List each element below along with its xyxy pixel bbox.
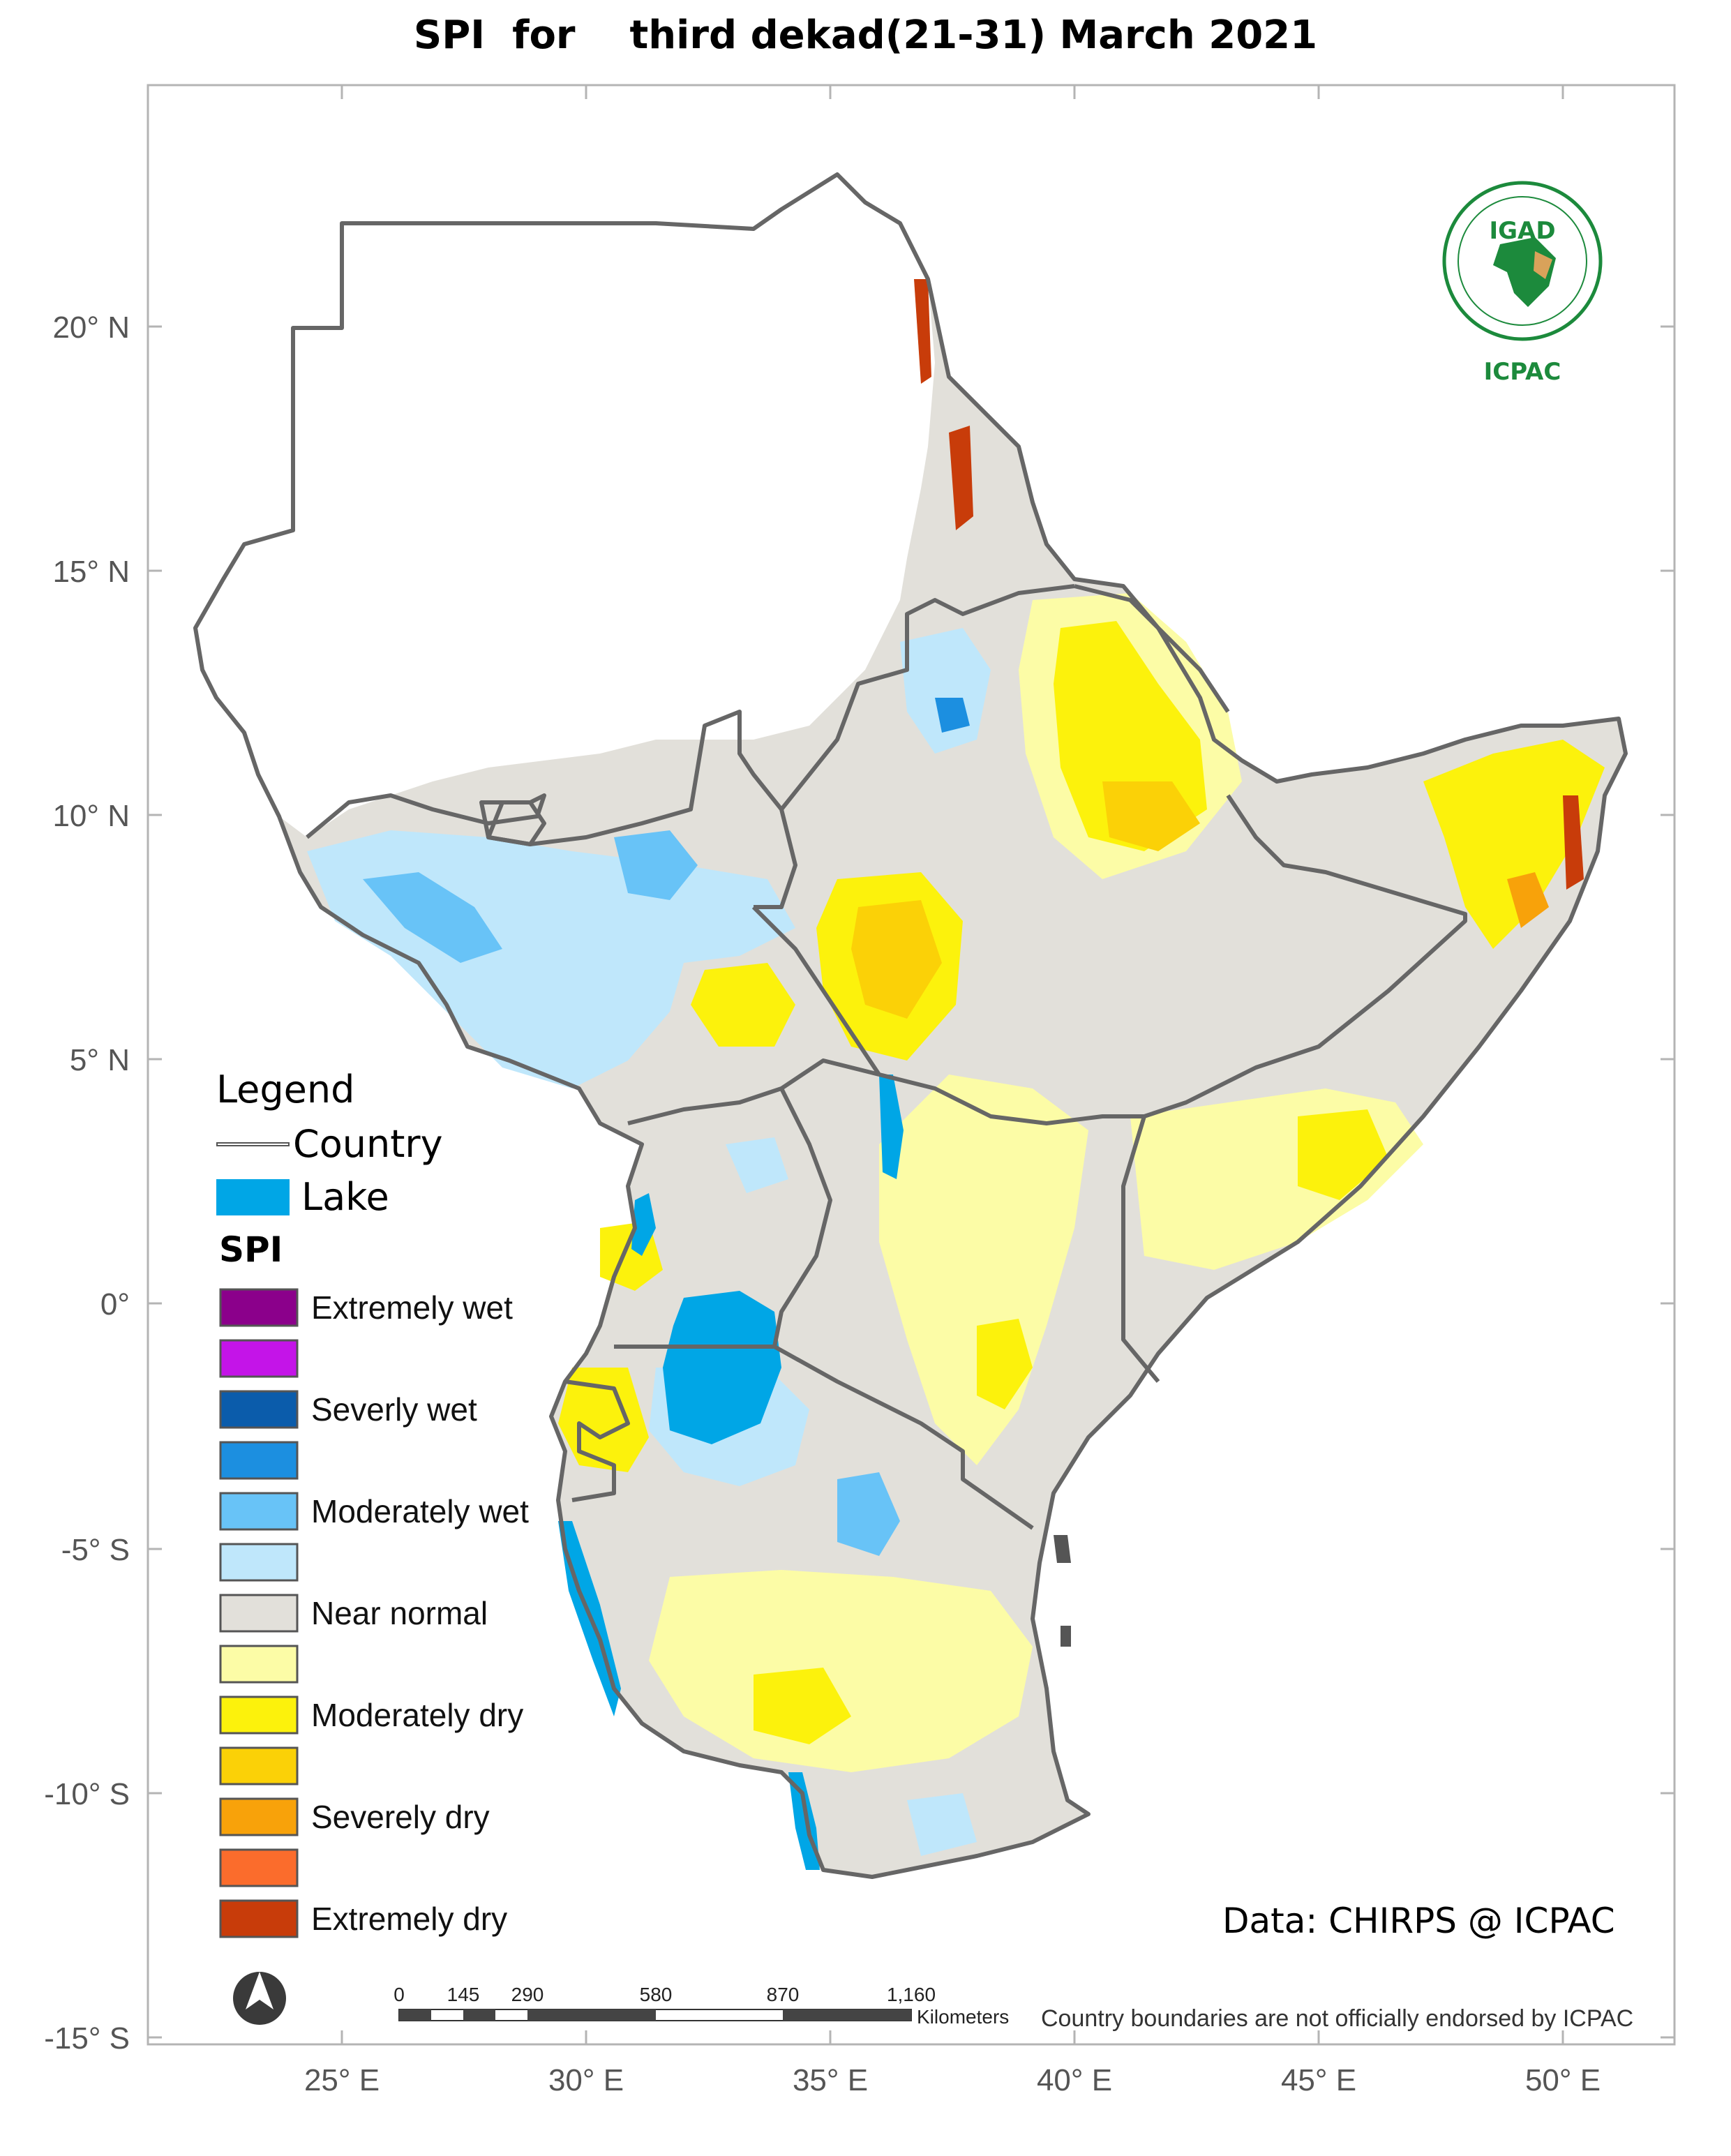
lake-albert: [631, 1193, 656, 1256]
data-credit: Data: CHIRPS @ ICPAC: [1222, 1901, 1615, 1941]
lon-label-25e: 25° E: [304, 2063, 380, 2097]
legend-country-label: Country: [293, 1122, 443, 1166]
legend-classes: Extremely wet Severly wet Moderately wet Ne…: [219, 1288, 529, 1938]
scale-unit: Kilometers: [917, 2006, 1009, 2028]
dry-zone-tanzania-mod: [754, 1668, 851, 1744]
dry-zone-somalia-coast: [1563, 795, 1584, 890]
dry-zone-eritrea: [949, 426, 973, 530]
lat-label-5s: -5° S: [61, 1533, 130, 1567]
legend-lake-swatch: [216, 1179, 290, 1215]
legend-swatch-0: [219, 1288, 299, 1327]
legend-swatch-7: [219, 1645, 299, 1684]
rwanda-burundi-border: [564, 1379, 630, 1502]
lon-label-30e: 30° E: [548, 2063, 624, 2097]
wet-zone-tanzania-mod: [837, 1472, 900, 1556]
legend-swatch-5: [219, 1543, 299, 1582]
wet-zone-south-sudan-mod: [363, 872, 502, 963]
wet-zone-uganda: [726, 1137, 788, 1193]
lat-label-10n: 10° N: [52, 799, 130, 833]
lake-victoria: [663, 1291, 781, 1444]
wet-zone-tanzania-south: [907, 1793, 977, 1856]
dry-zone-tanzania: [649, 1570, 1033, 1772]
map-title: SPI for third dekad(21-31) March 2021: [413, 13, 1318, 58]
scale-tick-1160: 1,160: [887, 1984, 936, 2005]
scale-tick-290: 290: [511, 1984, 544, 2005]
legend-swatch-1: [219, 1339, 299, 1378]
legend-label-2: Severly wet: [311, 1391, 477, 1428]
legend-label-8: Moderately dry: [311, 1697, 523, 1733]
legend-label-10: Severely dry: [311, 1799, 490, 1835]
igad-logo: [1442, 181, 1603, 341]
lon-label-45e: 45° E: [1281, 2063, 1356, 2097]
legend-swatch-11: [219, 1848, 299, 1887]
scale-tick-870: 870: [767, 1984, 800, 2005]
lat-label-0: 0°: [100, 1287, 130, 1322]
lon-label-40e: 40° E: [1037, 2063, 1112, 2097]
lake-tana: [935, 698, 970, 733]
country-boundaries: [193, 172, 1628, 1879]
kenya-tanzania-border: [773, 1345, 1034, 1530]
wet-zone-east: [614, 830, 698, 900]
legend-swatch-6: [219, 1594, 299, 1633]
legend-swatch-2: [219, 1390, 299, 1429]
legend-label-12: Extremely dry: [311, 1901, 507, 1937]
sudan-south-sudan-border: [306, 710, 797, 909]
scale-tick-0: 0: [394, 1984, 405, 2005]
dry-zone-south-sudan-west: [691, 963, 795, 1047]
coast-islands: [1054, 1535, 1071, 1647]
legend-label-0: Extremely wet: [311, 1289, 513, 1326]
legend-swatch-4: [219, 1492, 299, 1531]
arid-zone: [195, 174, 935, 837]
dry-zone-kenya-mod: [977, 1319, 1033, 1409]
dry-zone-red-sea: [914, 279, 931, 384]
dry-zone-ethiopia-sev: [1102, 781, 1200, 851]
lon-label-50e: 50° E: [1525, 2063, 1601, 2097]
logo-bottom-text: ICPAC: [1484, 358, 1561, 386]
legend-label-6: Near normal: [311, 1595, 488, 1631]
outer-boundary: [193, 172, 1628, 1879]
logo-top-text: IGAD: [1489, 217, 1555, 245]
scale-bar: [398, 2009, 912, 2021]
legend-swatch-3: [219, 1441, 299, 1480]
sudan-ethiopia-border: [779, 584, 1075, 811]
legend-swatch-8: [219, 1695, 299, 1735]
legend-heading: Legend: [216, 1068, 354, 1111]
dry-zone-south-sudan-sev: [851, 900, 942, 1019]
cab-bump: [479, 800, 546, 846]
south-sudan-ethiopia-border: [751, 905, 881, 1076]
scale-tick-145: 145: [447, 1984, 480, 2005]
lat-label-15n: 15° N: [52, 555, 130, 589]
scale-tick-580: 580: [640, 1984, 673, 2005]
ethiopia-somalia-border: [1144, 794, 1467, 1118]
dry-zone-kenya: [879, 1075, 1088, 1465]
legend-swatch-9: [219, 1746, 299, 1786]
legend-swatch-10: [219, 1797, 299, 1836]
legend-label-4: Moderately wet: [311, 1493, 529, 1529]
lat-label-20n: 20° N: [52, 310, 130, 345]
legend-lake-label: Lake: [301, 1175, 389, 1219]
boundary-disclaimer: Country boundaries are not officially en…: [1041, 2005, 1633, 2032]
kenya-somalia-border: [1121, 1116, 1160, 1383]
lat-label-15s: -15° S: [44, 2021, 130, 2056]
legend-swatch-12: [219, 1899, 299, 1938]
legend-spi-heading: SPI: [219, 1229, 283, 1270]
dry-zone-somalia-ne-dry: [1507, 872, 1549, 928]
lat-label-10s: -10° S: [44, 1777, 130, 1811]
ethiopia-kenya-border: [878, 1072, 1144, 1125]
north-arrow-icon: [233, 1972, 286, 2025]
uganda-kenya-border: [772, 1087, 832, 1347]
lon-label-35e: 35° E: [793, 2063, 868, 2097]
south-sudan-uganda-border: [627, 1058, 880, 1125]
axis-ticks: [148, 85, 1674, 2044]
eritrea-ethiopia-border: [1074, 584, 1230, 713]
lat-label-5n: 5° N: [70, 1043, 130, 1077]
lake-turkana: [879, 1075, 904, 1179]
dry-zone-somalia-ne: [1423, 740, 1605, 949]
